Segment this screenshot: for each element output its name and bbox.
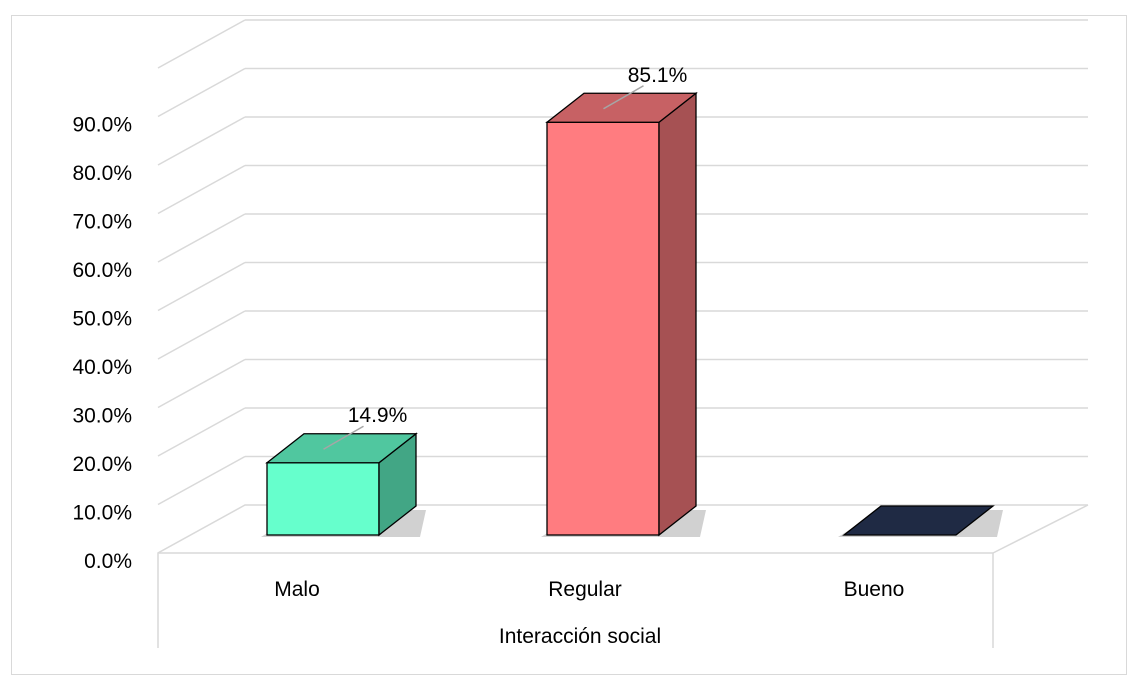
y-tick-label: 70.0% bbox=[72, 211, 132, 234]
bar-front-face bbox=[266, 462, 380, 536]
gridline-diagonal bbox=[157, 164, 246, 215]
data-label-leader bbox=[603, 85, 644, 110]
data-labels: 14.9% 85.1% bbox=[323, 64, 688, 450]
bar-chart: 0.0% 10.0% 20.0% 30.0% 40.0% 50.0% 60.0% 70.0% 8… bbox=[72, 19, 1089, 648]
y-tick-label: 0.0% bbox=[84, 550, 132, 573]
floor-side-edge bbox=[992, 504, 1089, 554]
gridline-diagonal bbox=[157, 358, 246, 409]
y-tick-label: 90.0% bbox=[72, 114, 132, 137]
category-labels: Malo Regular Bueno bbox=[274, 578, 904, 601]
gridline-diagonal bbox=[157, 19, 246, 69]
data-label: 14.9% bbox=[348, 404, 408, 427]
x-category-label: Bueno bbox=[844, 578, 905, 601]
y-tick-label: 80.0% bbox=[72, 162, 132, 185]
gridline-diagonal bbox=[157, 213, 246, 263]
bars bbox=[261, 91, 1003, 537]
bar-regular bbox=[541, 91, 706, 537]
gridline-diagonal bbox=[157, 455, 246, 506]
bar-top-face bbox=[842, 505, 995, 536]
gridline-diagonal bbox=[157, 67, 246, 118]
gridline-diagonal bbox=[157, 407, 246, 457]
data-label: 85.1% bbox=[628, 64, 688, 87]
gridline-diagonal bbox=[157, 261, 246, 312]
bar-malo bbox=[261, 432, 426, 537]
y-tick-label: 10.0% bbox=[72, 502, 132, 525]
y-tick-label: 50.0% bbox=[72, 308, 132, 331]
x-category-label: Malo bbox=[274, 578, 320, 601]
x-category-label: Regular bbox=[548, 578, 622, 601]
bar-front-face bbox=[546, 121, 660, 536]
y-tick-label: 30.0% bbox=[72, 405, 132, 428]
bar-top-face bbox=[265, 433, 418, 464]
gridline-diagonal bbox=[157, 310, 246, 360]
bar-side-face bbox=[658, 91, 697, 537]
bar-bueno bbox=[838, 505, 1003, 537]
y-axis-ticks: 0.0% 10.0% 20.0% 30.0% 40.0% 50.0% 60.0% 70.0% 8… bbox=[72, 114, 132, 574]
y-tick-label: 20.0% bbox=[72, 453, 132, 476]
y-tick-label: 40.0% bbox=[72, 356, 132, 379]
y-tick-label: 60.0% bbox=[72, 259, 132, 282]
bar-top-face bbox=[545, 92, 698, 123]
x-axis-title: Interacción social bbox=[499, 625, 661, 648]
gridline-diagonal bbox=[157, 116, 246, 166]
data-label-leader bbox=[323, 425, 364, 450]
